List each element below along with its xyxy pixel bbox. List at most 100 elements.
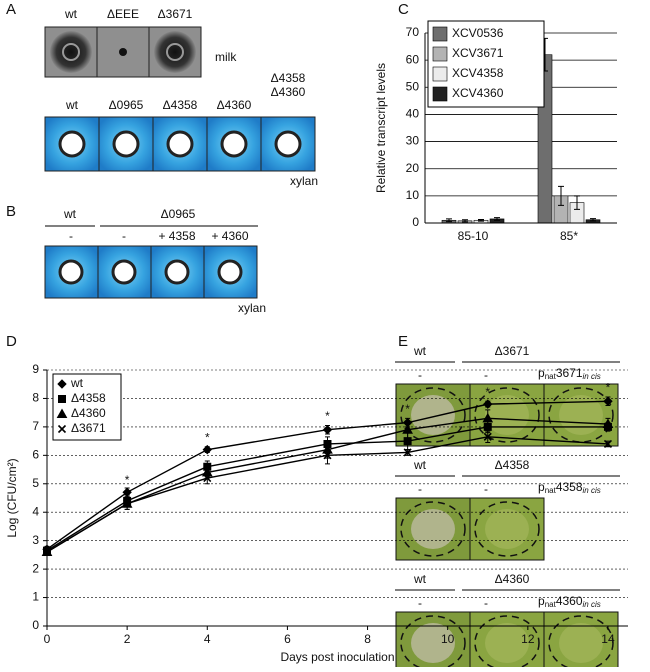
x-tick-label: 85* <box>560 229 578 243</box>
strain-label: wt <box>413 458 427 472</box>
data-point <box>602 418 614 429</box>
strain-label: wt <box>64 7 78 21</box>
label-part: p <box>538 366 545 380</box>
error-bar <box>478 218 484 222</box>
infiltration-area <box>548 615 614 671</box>
treatment-label: - <box>122 229 126 243</box>
y-tick-label: 20 <box>406 161 420 175</box>
label-part: nat <box>545 600 557 609</box>
label-part: 3671 <box>556 366 583 380</box>
treatment-label: - <box>69 229 73 243</box>
medium-label: xylan <box>238 301 266 315</box>
colony <box>58 130 86 158</box>
data-point <box>403 448 412 457</box>
legend-label: XCV0536 <box>452 26 504 40</box>
data-point <box>603 439 613 449</box>
colony <box>119 48 127 56</box>
strain-label: Δ3671 <box>495 344 530 358</box>
y-tick-label: 1 <box>32 590 39 604</box>
strain-label: Δ0965 <box>161 207 196 221</box>
colony <box>274 130 302 158</box>
label-part: in cis <box>583 372 601 381</box>
infiltration-area <box>474 615 540 671</box>
legend-label: XCV4360 <box>452 86 504 100</box>
panel-label: E <box>398 333 408 350</box>
lesion <box>485 623 529 663</box>
strain-label: Δ4358 <box>271 71 306 85</box>
lesion <box>559 395 603 435</box>
strain-label: ΔEEE <box>107 7 139 21</box>
strain-label: Δ4360 <box>271 85 306 99</box>
lesion <box>411 623 455 663</box>
x-tick-label: 4 <box>204 632 211 646</box>
x-tick-label: 8 <box>364 632 371 646</box>
error-bar <box>462 219 468 223</box>
infiltration-area <box>548 387 614 443</box>
strain-label: Δ4358 <box>163 98 198 112</box>
y-tick-label: 70 <box>406 25 420 39</box>
data-point <box>483 432 492 441</box>
medium-label: xylan <box>290 174 318 188</box>
y-tick-label: 2 <box>32 561 39 575</box>
panel-label: C <box>398 1 409 18</box>
strain-label: Δ4358 <box>495 458 530 472</box>
y-tick-label: 5 <box>32 476 39 490</box>
label-part: 4360 <box>556 594 583 608</box>
lesion <box>411 509 455 549</box>
complement-label: pnat4358in cis <box>538 480 601 495</box>
treatment-label: + 4360 <box>211 229 248 243</box>
panel-label: A <box>6 1 16 18</box>
legend-swatch <box>432 26 448 42</box>
annotation: * <box>205 430 210 444</box>
strain-label: wt <box>413 344 427 358</box>
x-tick-label: 14 <box>601 632 615 646</box>
y-tick-label: 3 <box>32 533 39 547</box>
legend-entry <box>56 408 68 418</box>
label-part: in cis <box>583 486 601 495</box>
strain-label: Δ4360 <box>495 572 530 586</box>
error-bar <box>558 185 564 206</box>
annotation: * <box>485 385 490 399</box>
label-part: p <box>538 480 545 494</box>
error-bar <box>574 195 580 210</box>
treatment-label: + 4358 <box>158 229 195 243</box>
error-bar <box>494 217 500 221</box>
strain-label: wt <box>63 207 77 221</box>
clearing-halo <box>50 31 92 73</box>
annotation: * <box>325 409 330 423</box>
lesion <box>485 509 529 549</box>
y-tick-label: 4 <box>32 504 39 518</box>
colony <box>220 130 248 158</box>
data-point <box>323 451 332 460</box>
data-point <box>483 399 493 409</box>
medium-label: milk <box>215 50 237 64</box>
error-bar <box>590 218 596 222</box>
lesion <box>485 395 529 435</box>
legend-label: Δ4360 <box>71 406 106 420</box>
legend-entry <box>58 395 66 403</box>
x-tick-label: 2 <box>124 632 131 646</box>
colony <box>217 259 243 285</box>
y-axis-label: Relative transcript levels <box>374 63 388 193</box>
y-tick-label: 0 <box>32 618 39 632</box>
colony <box>166 43 184 61</box>
legend-swatch <box>432 86 448 102</box>
annotation: * <box>405 402 410 416</box>
y-tick-label: 8 <box>32 391 39 405</box>
legend-marker <box>57 424 67 434</box>
y-tick-label: 7 <box>32 419 39 433</box>
data-point <box>322 425 333 435</box>
data-point <box>203 474 212 483</box>
x-axis-label: Days post inoculation <box>280 650 394 664</box>
legend-label: Δ3671 <box>71 421 106 435</box>
annotation: * <box>125 473 130 487</box>
infiltration-area <box>400 501 466 557</box>
colony <box>111 259 137 285</box>
y-tick-label: 9 <box>32 362 39 376</box>
strain-label: wt <box>65 98 79 112</box>
label-part: nat <box>545 486 557 495</box>
legend-swatch <box>432 66 448 82</box>
legend-label: wt <box>70 376 84 390</box>
data-point <box>202 444 212 455</box>
